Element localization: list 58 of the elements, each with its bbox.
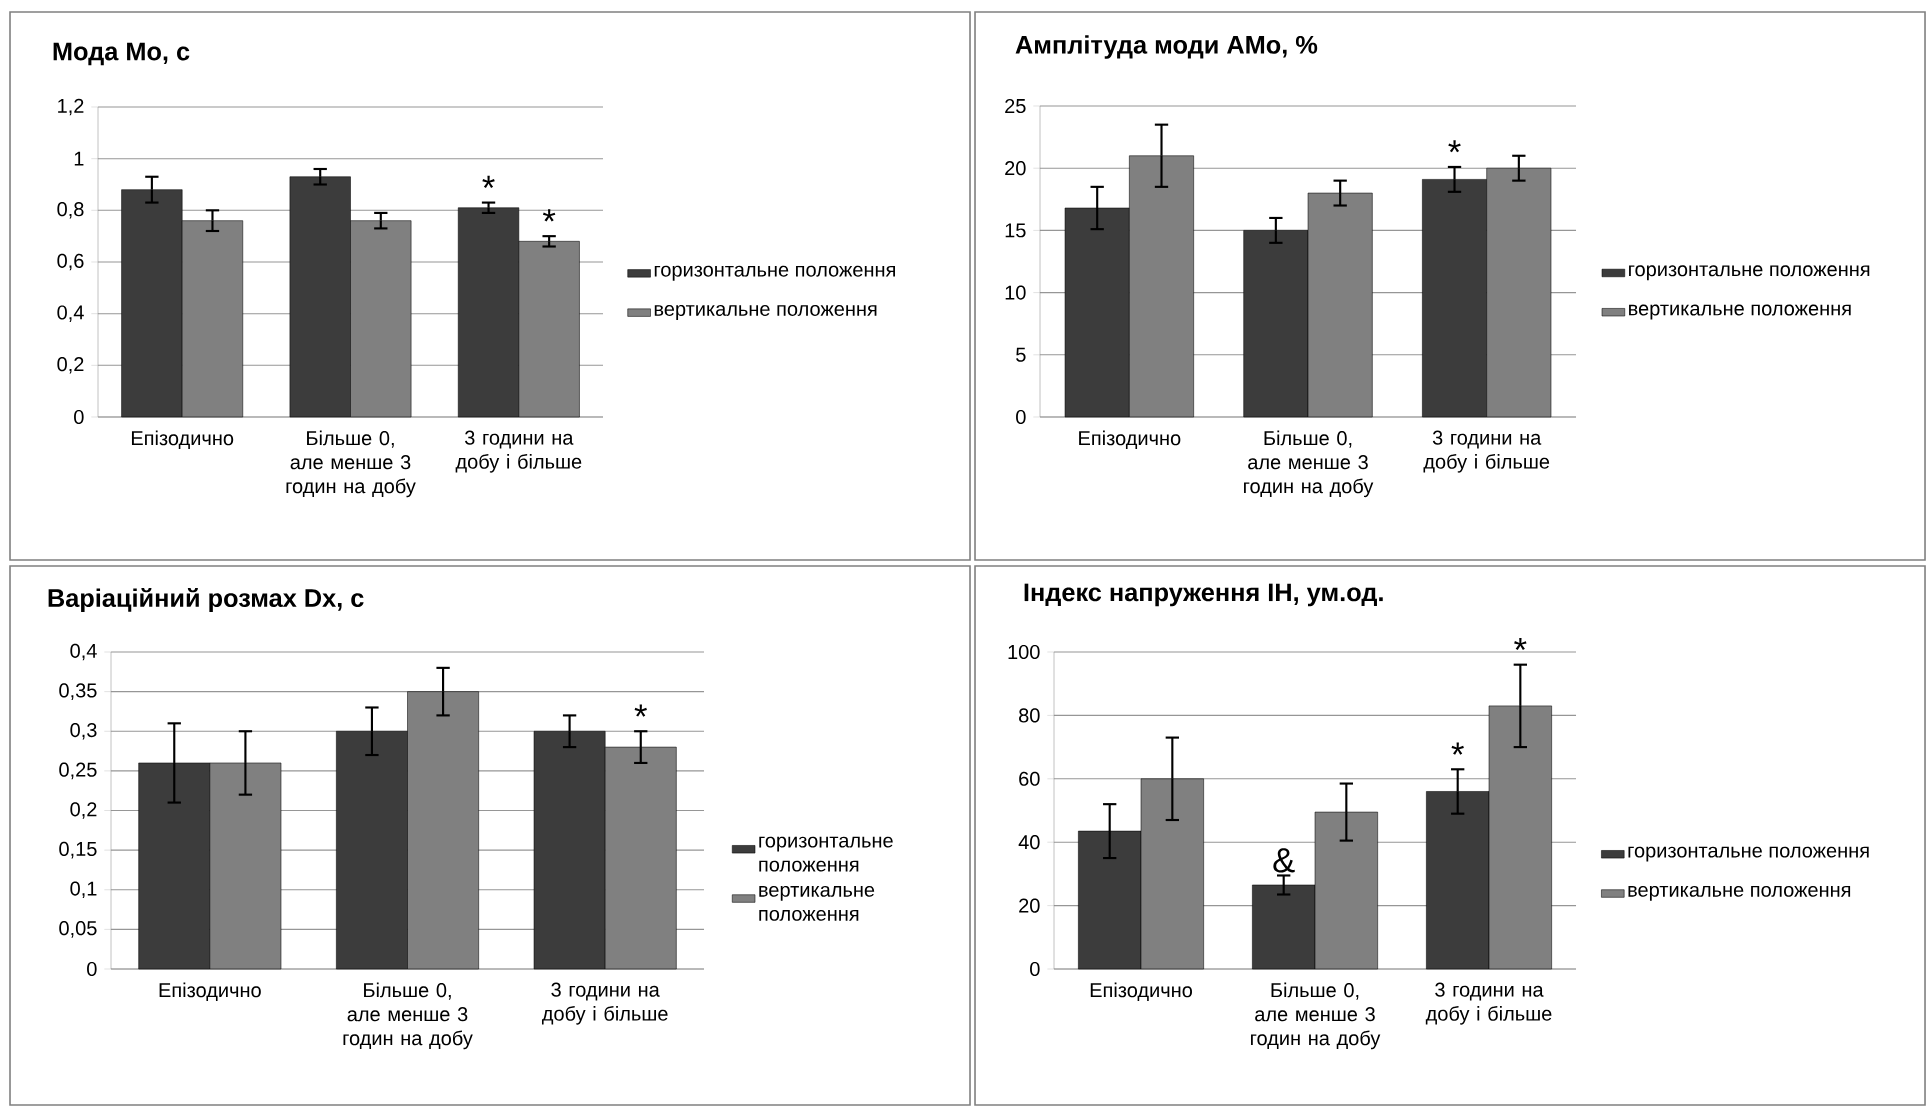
y-tick-label: 0: [1030, 961, 1040, 977]
y-tick-label: 1,2: [58, 98, 84, 116]
y-tick-label: 0,4: [57, 305, 84, 322]
y-tick-label: 1: [74, 151, 84, 166]
annotation: &: [1273, 848, 1295, 873]
legend-label: горизонтальне положення: [1629, 265, 1870, 281]
x-tick-label: Більше 0, але менше 3 годин на добу: [1244, 430, 1374, 498]
y-tick-label: 5: [1016, 347, 1026, 362]
y-tick-label: 0,05: [59, 921, 97, 938]
chart-title: Індекс напруження ІН, ум.од.: [1024, 583, 1383, 607]
x-tick-label: 3 години на добу і більше: [541, 982, 668, 1025]
legend-label: вертикальне положення: [1629, 304, 1851, 320]
y-tick-label: 0,25: [59, 762, 97, 780]
y-tick-label: 60: [1019, 771, 1040, 786]
x-tick-label: Епізодично: [131, 430, 234, 450]
legend-label: горизонтальне положення: [1628, 846, 1869, 862]
y-tick-label: 0,4: [70, 643, 97, 661]
annotation: *: [634, 704, 647, 717]
y-tick-label: 25: [1005, 98, 1026, 114]
y-tick-label: 20: [1019, 898, 1040, 913]
x-tick-label: Більше 0, але менше 3 годин на добу: [343, 982, 473, 1050]
x-tick-label: 3 години на добу і більше: [1423, 430, 1550, 473]
legend-label: вертикальне положення: [1628, 885, 1851, 901]
y-tick-label: 80: [1019, 708, 1040, 723]
y-tick-label: 100: [1008, 644, 1040, 660]
y-tick-label: 0,2: [70, 802, 97, 819]
annotation: *: [1514, 637, 1527, 651]
chart-title: Амплітуда моди АМо, %: [1015, 35, 1318, 59]
x-tick-label: 3 години на добу і більше: [455, 430, 582, 473]
y-tick-label: 0,15: [59, 841, 97, 859]
annotation: *: [542, 209, 556, 222]
x-tick-label: Більше 0, але менше 3 годин на добу: [286, 430, 416, 498]
x-tick-label: 3 години на добу і більше: [1425, 982, 1552, 1025]
x-tick-label: Більше 0, але менше 3 годин на добу: [1251, 982, 1381, 1050]
y-tick-label: 0,3: [70, 722, 97, 740]
annotation: *: [482, 175, 495, 188]
y-tick-label: 0: [87, 961, 97, 977]
y-tick-label: 0: [74, 409, 84, 425]
y-tick-label: 0,8: [57, 202, 84, 219]
legend-label: горизонтальне положення: [654, 265, 895, 281]
y-tick-label: 15: [1005, 223, 1026, 238]
chart-title: Мода Мо, с: [53, 42, 190, 66]
x-tick-label: Епізодично: [1090, 982, 1192, 1002]
legend-label: вертикальне положення: [654, 305, 877, 320]
annotation: *: [1448, 140, 1461, 153]
y-tick-label: 0,1: [70, 881, 97, 899]
legend-label: вертикальне положення: [759, 885, 875, 921]
x-tick-label: Епізодично: [1079, 430, 1181, 450]
y-tick-label: 20: [1005, 161, 1026, 176]
y-tick-label: 0: [1016, 409, 1026, 425]
x-tick-label: Епізодично: [159, 982, 261, 1002]
y-tick-label: 40: [1018, 835, 1040, 850]
y-tick-label: 0,35: [59, 683, 97, 700]
y-tick-label: 10: [1005, 285, 1026, 300]
y-tick-label: 0,2: [57, 357, 84, 374]
y-tick-label: 0,6: [57, 253, 84, 271]
chart-title: Варіаційний розмах Dx, с: [48, 587, 364, 613]
annotation: *: [1451, 742, 1464, 755]
